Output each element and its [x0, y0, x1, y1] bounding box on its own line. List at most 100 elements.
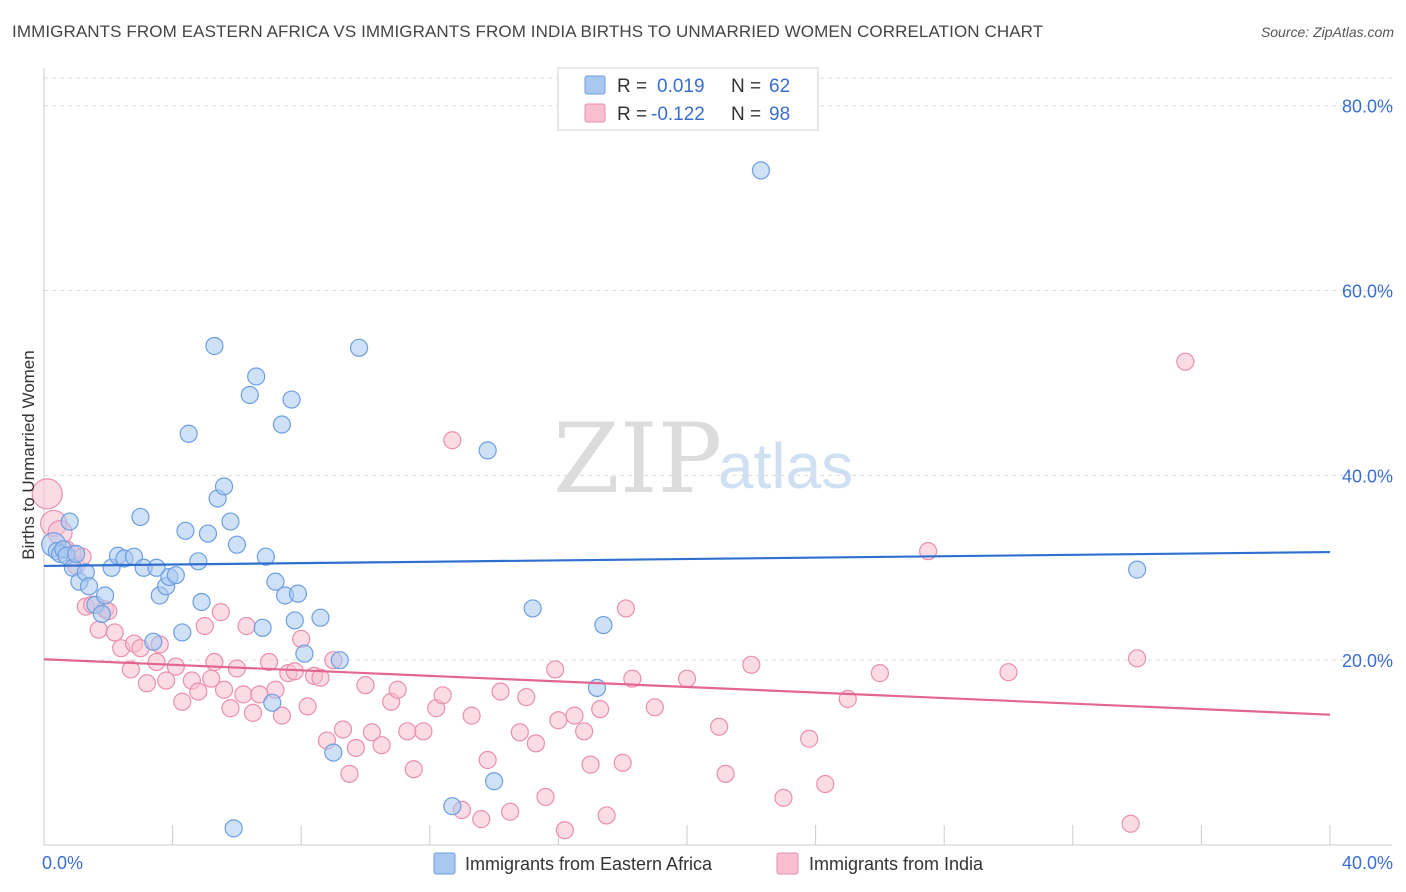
legend-r-label-2: R =: [617, 104, 647, 125]
point-india: [292, 629, 311, 649]
x-tick-label-max: 40.0%: [1342, 853, 1393, 873]
point-eastern-africa: [147, 558, 166, 577]
point-india: [298, 697, 317, 716]
x-tick-labels: 0.0% 40.0%: [42, 853, 1393, 873]
point-india: [716, 764, 735, 783]
point-eastern-africa: [224, 819, 243, 838]
point-eastern-africa: [311, 608, 330, 627]
point-eastern-africa: [253, 618, 272, 637]
point-eastern-africa: [1127, 560, 1147, 579]
point-eastern-africa: [330, 651, 349, 670]
series-india-points: [31, 352, 1195, 840]
point-india: [340, 764, 359, 783]
point-eastern-africa: [751, 161, 771, 180]
point-eastern-africa: [214, 477, 234, 496]
point-india: [1127, 649, 1147, 668]
point-eastern-africa: [92, 604, 111, 624]
legend-r-value-1: 0.019: [657, 76, 705, 97]
point-india: [999, 663, 1018, 682]
point-eastern-africa: [263, 693, 282, 712]
watermark-zip: ZIP: [553, 403, 722, 515]
point-eastern-africa: [443, 797, 462, 816]
point-india: [742, 655, 761, 674]
point-india: [105, 623, 124, 642]
bottom-legend-label-india: Immigrants from India: [809, 854, 984, 874]
point-eastern-africa: [221, 512, 240, 531]
bottom-legend-swatch-blue: [433, 852, 456, 875]
point-india: [121, 660, 140, 679]
legend-n-label-1: N =: [731, 76, 761, 97]
point-eastern-africa: [79, 577, 99, 596]
point-india: [1176, 352, 1195, 371]
point-india: [243, 703, 263, 722]
point-eastern-africa: [166, 566, 185, 585]
legend: R = 0.019 N = 62 R = -0.122 N = 98: [557, 67, 819, 131]
point-eastern-africa: [266, 572, 285, 591]
point-india: [166, 657, 185, 676]
point-india: [462, 706, 481, 725]
point-eastern-africa: [173, 623, 192, 642]
point-india: [616, 599, 636, 618]
point-eastern-africa: [288, 584, 308, 603]
point-india: [581, 755, 600, 774]
point-eastern-africa: [67, 544, 86, 564]
bottom-legend-swatch-pink: [776, 852, 799, 875]
watermark-atlas: atlas: [718, 430, 853, 502]
legend-swatch-blue: [584, 75, 606, 95]
point-india: [800, 729, 819, 748]
point-india: [89, 620, 108, 639]
bottom-legend: Immigrants from Eastern Africa Immigrant…: [433, 852, 984, 875]
point-india: [362, 723, 382, 742]
point-india: [272, 706, 292, 725]
point-india: [645, 698, 664, 717]
point-eastern-africa: [95, 586, 115, 605]
point-eastern-africa: [324, 743, 343, 762]
point-india: [388, 680, 407, 699]
point-india: [195, 616, 214, 636]
point-eastern-africa: [179, 424, 198, 443]
y-tick-label: 80.0%: [1342, 97, 1393, 117]
y-axis-label: Births to Unmarried Women: [19, 350, 38, 559]
point-india: [565, 706, 584, 725]
y-tick-label: 20.0%: [1342, 651, 1393, 671]
point-india: [189, 682, 208, 701]
point-india: [433, 686, 452, 705]
point-india: [205, 652, 224, 672]
x-tick-label-min: 0.0%: [42, 853, 83, 873]
point-india: [414, 722, 433, 741]
point-india: [472, 810, 491, 829]
point-india: [234, 685, 253, 704]
point-eastern-africa: [523, 599, 542, 618]
point-eastern-africa: [272, 415, 292, 434]
point-eastern-africa: [349, 338, 369, 357]
point-india: [173, 692, 192, 711]
point-eastern-africa: [594, 615, 613, 635]
point-india: [597, 806, 616, 825]
point-eastern-africa: [247, 367, 266, 386]
point-india: [398, 722, 417, 741]
point-india: [517, 688, 536, 707]
point-eastern-africa: [192, 592, 211, 612]
trend-lines: [43, 550, 1331, 716]
point-india: [443, 431, 462, 450]
point-eastern-africa: [295, 644, 314, 663]
point-india: [575, 722, 594, 741]
point-eastern-africa: [189, 552, 208, 571]
point-eastern-africa: [285, 611, 304, 630]
legend-n-value-1: 62: [769, 76, 790, 97]
point-india: [333, 720, 353, 739]
point-india: [311, 668, 330, 687]
point-india: [555, 821, 574, 840]
point-india: [501, 802, 520, 821]
point-india: [549, 711, 568, 730]
point-india: [356, 676, 375, 695]
point-india: [31, 478, 63, 510]
source-label: Source: ZipAtlas.com: [1260, 24, 1394, 40]
legend-n-value-2: 98: [769, 104, 790, 125]
legend-n-label-2: N =: [731, 104, 761, 125]
point-india: [510, 723, 529, 742]
point-india: [157, 671, 176, 690]
legend-r-label-1: R =: [617, 76, 647, 97]
point-india: [372, 736, 391, 755]
